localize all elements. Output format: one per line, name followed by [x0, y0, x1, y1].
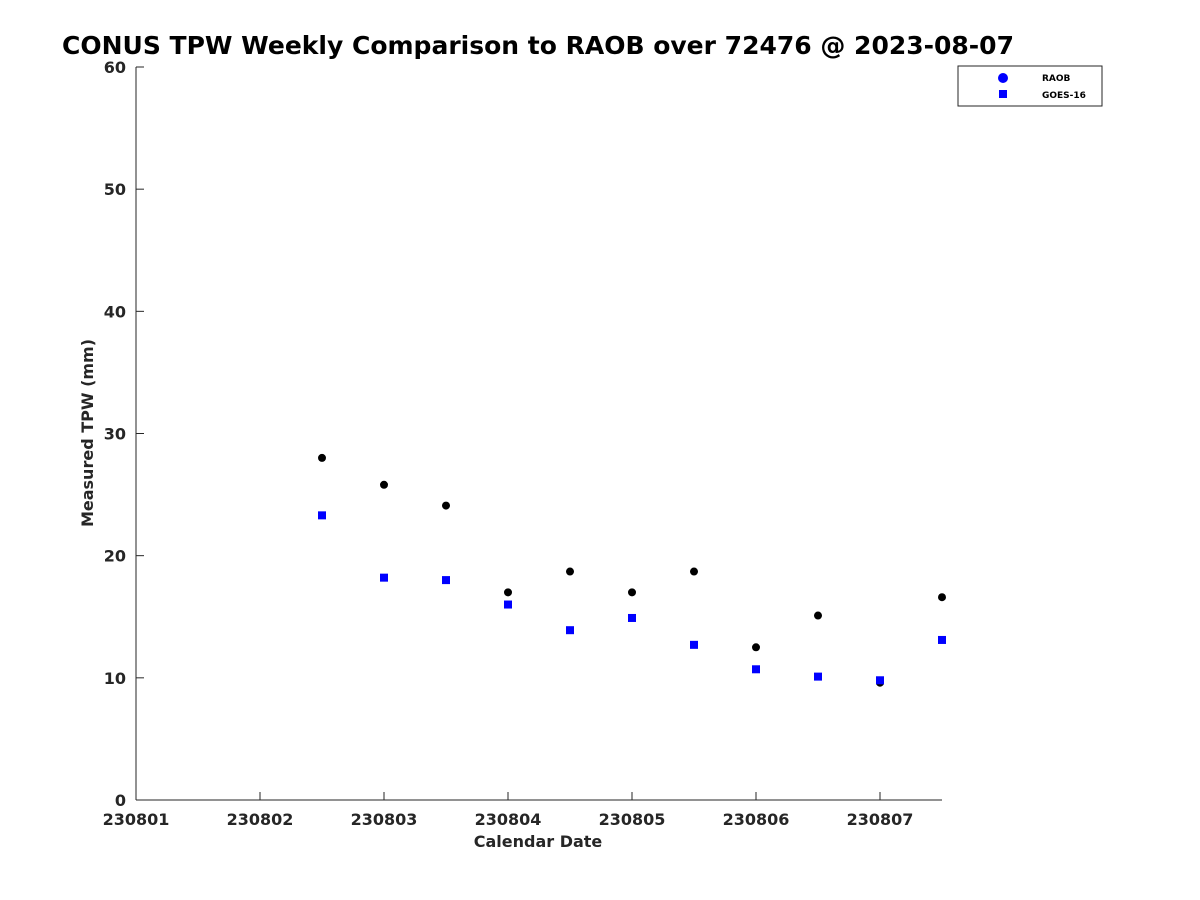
y-tick-label: 60 [104, 58, 126, 77]
x-tick-label: 230802 [227, 810, 294, 829]
legend-raob-label: RAOB [1042, 74, 1071, 84]
chart-title: CONUS TPW Weekly Comparison to RAOB over… [62, 31, 1014, 60]
x-tick-label: 230805 [599, 810, 666, 829]
x-tick-label: 230806 [723, 810, 790, 829]
raob-point [628, 588, 636, 597]
raob-point [504, 588, 512, 597]
x-axis-label: Calendar Date [474, 832, 603, 851]
goes-16-point [628, 613, 636, 622]
goes-16-point [380, 573, 388, 582]
y-ticks: 0 10 20 30 40 50 60 [104, 58, 144, 810]
y-tick-label: 50 [104, 180, 126, 199]
goes-16-point [876, 676, 884, 685]
goes-16-point [752, 665, 760, 674]
goes-16-point [442, 576, 450, 585]
legend-box [957, 65, 1103, 107]
goes-16-point [504, 600, 512, 609]
y-tick-label: 20 [104, 547, 126, 566]
raob-point [814, 611, 822, 620]
raob-point [690, 567, 698, 576]
legend: RAOB GOES-16 [957, 65, 1103, 107]
raob-point [442, 501, 450, 510]
goes-16-point [690, 640, 698, 649]
goes-16-point [814, 672, 822, 681]
raob-point [938, 593, 946, 602]
data-series [318, 453, 946, 687]
y-tick-label: 40 [104, 302, 126, 321]
x-tick-label: 230807 [847, 810, 914, 829]
raob-point [566, 567, 574, 576]
legend-goes-marker [999, 90, 1007, 98]
y-tick-label: 10 [104, 669, 126, 688]
x-ticks: 230801 230802 230803 230804 230805 230806 2308… [103, 792, 914, 829]
legend-goes-label: GOES-16 [1042, 91, 1086, 101]
x-tick-label: 230804 [475, 810, 542, 829]
y-tick-label: 0 [115, 791, 126, 810]
goes-16-point [318, 511, 326, 520]
raob-point [752, 643, 760, 652]
y-tick-label: 30 [104, 425, 126, 444]
plot-axes [135, 67, 942, 801]
x-tick-label: 230803 [351, 810, 418, 829]
x-tick-label: 230801 [103, 810, 170, 829]
goes-16-point [938, 635, 946, 644]
legend-raob-marker [998, 73, 1008, 83]
raob-point [380, 480, 388, 489]
y-axis-label: Measured TPW (mm) [78, 339, 97, 527]
raob-point [318, 453, 326, 462]
goes-16-point [566, 626, 574, 635]
